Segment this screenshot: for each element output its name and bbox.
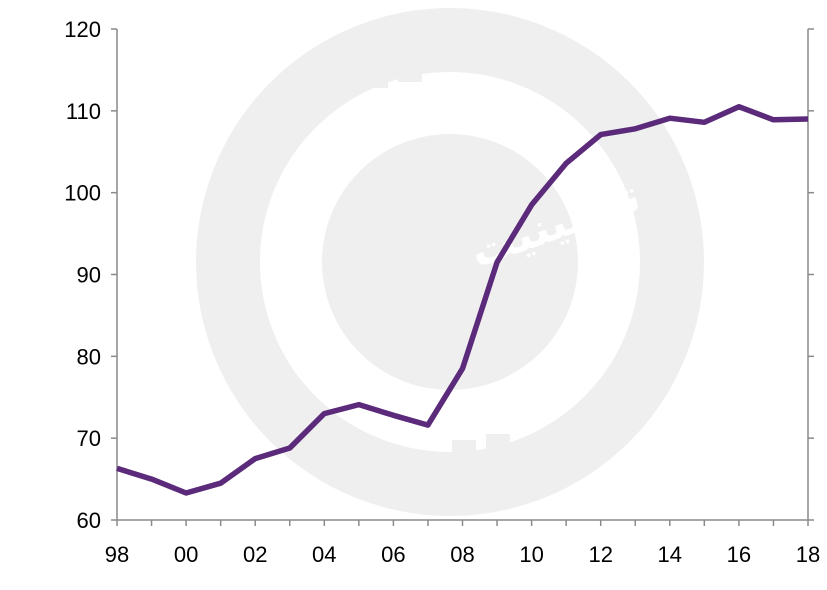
x-tick-label: 16	[727, 542, 751, 567]
x-tick-label: 12	[588, 542, 612, 567]
x-tick-label: 02	[243, 542, 267, 567]
series-line	[116, 103, 809, 496]
y-tick-label: 110	[66, 99, 101, 124]
x-tick-label: 08	[450, 542, 474, 567]
x-tick-label: 00	[174, 542, 198, 567]
x-tick-label: 04	[312, 542, 336, 567]
y-tick-label: 60	[77, 508, 101, 533]
x-tick-label: 14	[658, 542, 682, 567]
y-tick-label: 90	[77, 263, 101, 288]
x-axis-ticks: 98 00 02 04 06 08 10 12 14 16 18	[105, 520, 820, 567]
x-tick-label: 18	[796, 542, 820, 567]
y-tick-label: 70	[77, 426, 101, 451]
y-tick-label: 80	[77, 344, 101, 369]
y-tick-label: 100	[64, 181, 101, 206]
y-tick-label: 120	[64, 17, 101, 42]
series-group	[116, 103, 809, 496]
watermark-logo: تو پینیت	[196, 8, 704, 516]
x-tick-label: 10	[519, 542, 543, 567]
x-tick-label: 98	[105, 542, 129, 567]
y-axis-ticks: 60 70 80 90 100 110 120	[64, 17, 814, 533]
x-tick-label: 06	[381, 542, 405, 567]
